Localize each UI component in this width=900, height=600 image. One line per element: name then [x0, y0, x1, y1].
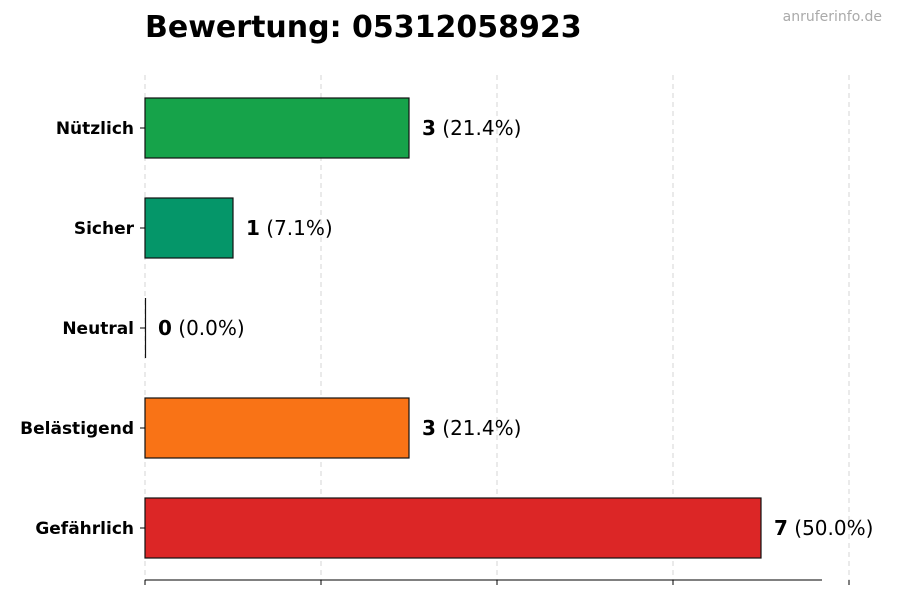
value-count: 7	[774, 516, 788, 540]
value-percent: (21.4%)	[436, 116, 522, 140]
value-label: 3 (21.4%)	[422, 416, 521, 440]
chart-title: Bewertung: 05312058923	[145, 10, 582, 45]
value-label: 3 (21.4%)	[422, 116, 521, 140]
value-count: 0	[158, 316, 172, 340]
value-count: 1	[246, 216, 260, 240]
category-label: Sicher	[74, 219, 135, 239]
category-label: Gefährlich	[35, 519, 134, 539]
bar-0	[144, 97, 410, 159]
value-label: 7 (50.0%)	[774, 516, 873, 540]
category-label: Neutral	[62, 319, 134, 339]
value-percent: (50.0%)	[788, 516, 874, 540]
bar-4	[144, 497, 762, 559]
category-label: Nützlich	[56, 119, 134, 139]
value-label: 1 (7.1%)	[246, 216, 333, 240]
value-label: 0 (0.0%)	[158, 316, 245, 340]
value-count: 3	[422, 116, 436, 140]
bar-1	[144, 197, 234, 259]
category-label: Belästigend	[20, 419, 134, 439]
value-count: 3	[422, 416, 436, 440]
bar-3	[144, 397, 410, 459]
value-percent: (7.1%)	[260, 216, 333, 240]
watermark: anruferinfo.de	[782, 9, 882, 25]
value-percent: (0.0%)	[172, 316, 245, 340]
value-percent: (21.4%)	[436, 416, 522, 440]
